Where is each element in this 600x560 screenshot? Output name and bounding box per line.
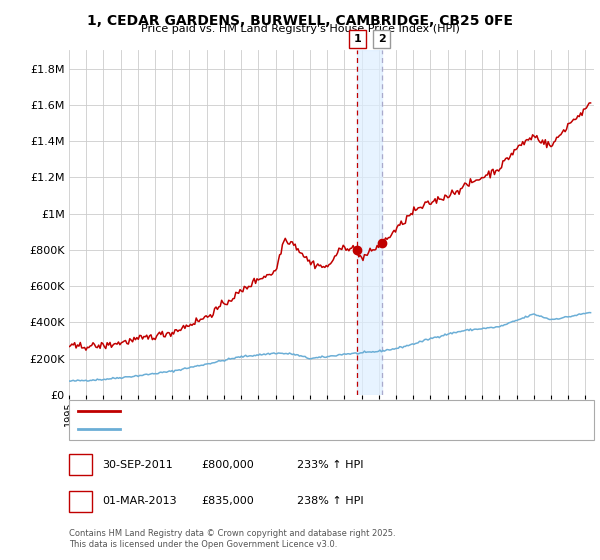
Text: Contains HM Land Registry data © Crown copyright and database right 2025.
This d: Contains HM Land Registry data © Crown c… <box>69 529 395 549</box>
Text: 233% ↑ HPI: 233% ↑ HPI <box>297 460 364 470</box>
Text: 30-SEP-2011: 30-SEP-2011 <box>102 460 173 470</box>
Text: HPI: Average price, detached house, East Cambridgeshire: HPI: Average price, detached house, East… <box>126 423 409 433</box>
Text: 1: 1 <box>353 34 361 44</box>
Text: £800,000: £800,000 <box>201 460 254 470</box>
Text: £835,000: £835,000 <box>201 496 254 506</box>
Text: Price paid vs. HM Land Registry's House Price Index (HPI): Price paid vs. HM Land Registry's House … <box>140 24 460 34</box>
Bar <box>358 50 382 395</box>
Text: 01-MAR-2013: 01-MAR-2013 <box>102 496 176 506</box>
Text: 1, CEDAR GARDENS, BURWELL, CAMBRIDGE, CB25 0FE: 1, CEDAR GARDENS, BURWELL, CAMBRIDGE, CB… <box>87 14 513 28</box>
Text: 2: 2 <box>76 494 85 508</box>
Text: 238% ↑ HPI: 238% ↑ HPI <box>297 496 364 506</box>
Text: 1, CEDAR GARDENS, BURWELL, CAMBRIDGE, CB25 0FE (detached house): 1, CEDAR GARDENS, BURWELL, CAMBRIDGE, CB… <box>126 407 485 417</box>
Text: 2: 2 <box>378 34 386 44</box>
Text: 1: 1 <box>76 458 85 472</box>
